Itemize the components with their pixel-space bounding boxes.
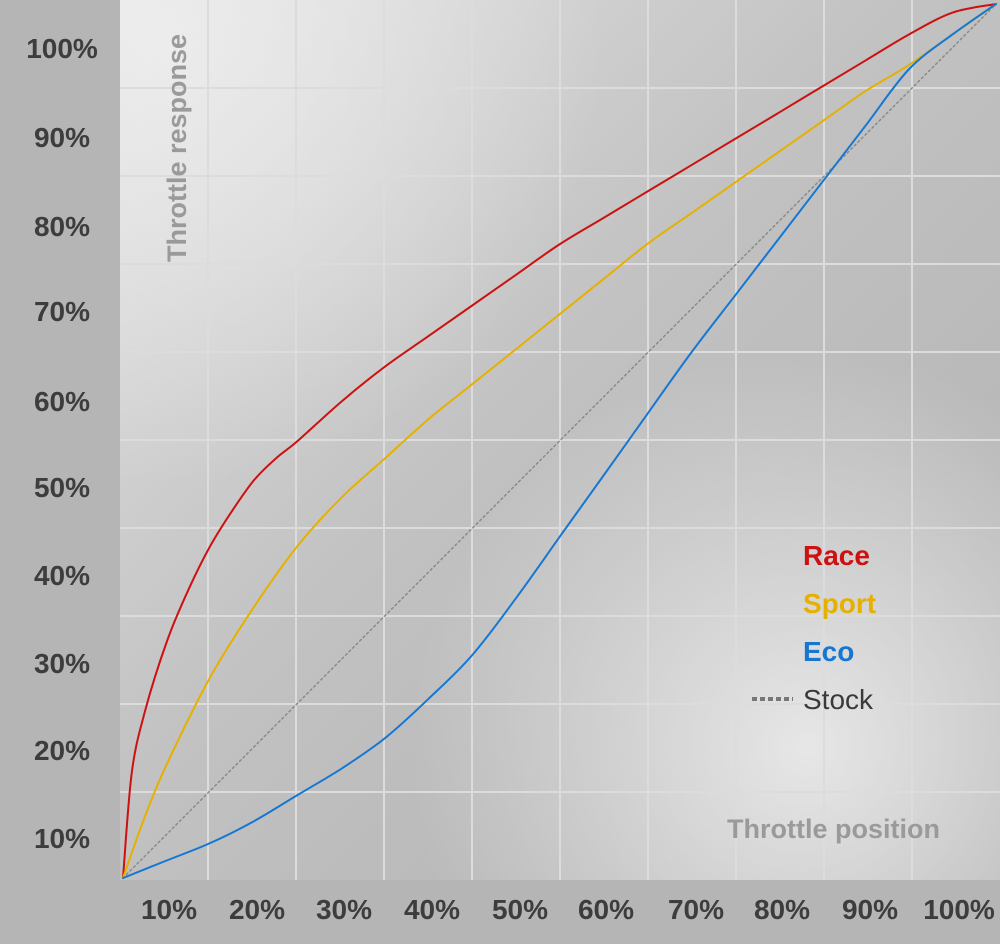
y-tick-label: 50% <box>34 472 90 503</box>
x-tick-label: 30% <box>316 894 372 925</box>
series-line-race <box>122 3 997 879</box>
legend-label-eco: Eco <box>803 636 854 667</box>
x-tick-label: 50% <box>492 894 548 925</box>
y-axis-ticks: 10% 20% 30% 40% 50% 60% 70% 80% 90% 100% <box>26 33 98 854</box>
y-tick-label: 60% <box>34 386 90 417</box>
x-tick-label: 90% <box>842 894 898 925</box>
y-tick-label: 90% <box>34 122 90 153</box>
y-tick-label: 100% <box>26 33 98 64</box>
grid <box>120 0 1000 880</box>
y-tick-label: 70% <box>34 296 90 327</box>
x-axis-title: Throttle position <box>727 814 940 844</box>
x-tick-label: 70% <box>668 894 724 925</box>
y-tick-label: 10% <box>34 823 90 854</box>
y-tick-label: 30% <box>34 648 90 679</box>
series-line-sport <box>122 3 997 879</box>
x-axis-ticks: 10% 20% 30% 40% 50% 60% 70% 80% 90% 100% <box>141 894 995 925</box>
y-tick-label: 20% <box>34 735 90 766</box>
x-tick-label: 60% <box>578 894 634 925</box>
series-line-eco <box>122 3 997 879</box>
legend: Race Sport Eco Stock <box>750 540 876 715</box>
x-tick-label: 100% <box>923 894 995 925</box>
x-tick-label: 40% <box>404 894 460 925</box>
legend-label-sport: Sport <box>803 588 876 619</box>
series-line-stock <box>122 3 997 879</box>
x-tick-label: 20% <box>229 894 285 925</box>
legend-label-stock: Stock <box>803 684 874 715</box>
series-layer <box>122 3 997 879</box>
y-axis-title: Throttle response <box>162 34 192 262</box>
x-tick-label: 80% <box>754 894 810 925</box>
x-tick-label: 10% <box>141 894 197 925</box>
y-tick-label: 80% <box>34 211 90 242</box>
legend-label-race: Race <box>803 540 870 571</box>
y-tick-label: 40% <box>34 560 90 591</box>
